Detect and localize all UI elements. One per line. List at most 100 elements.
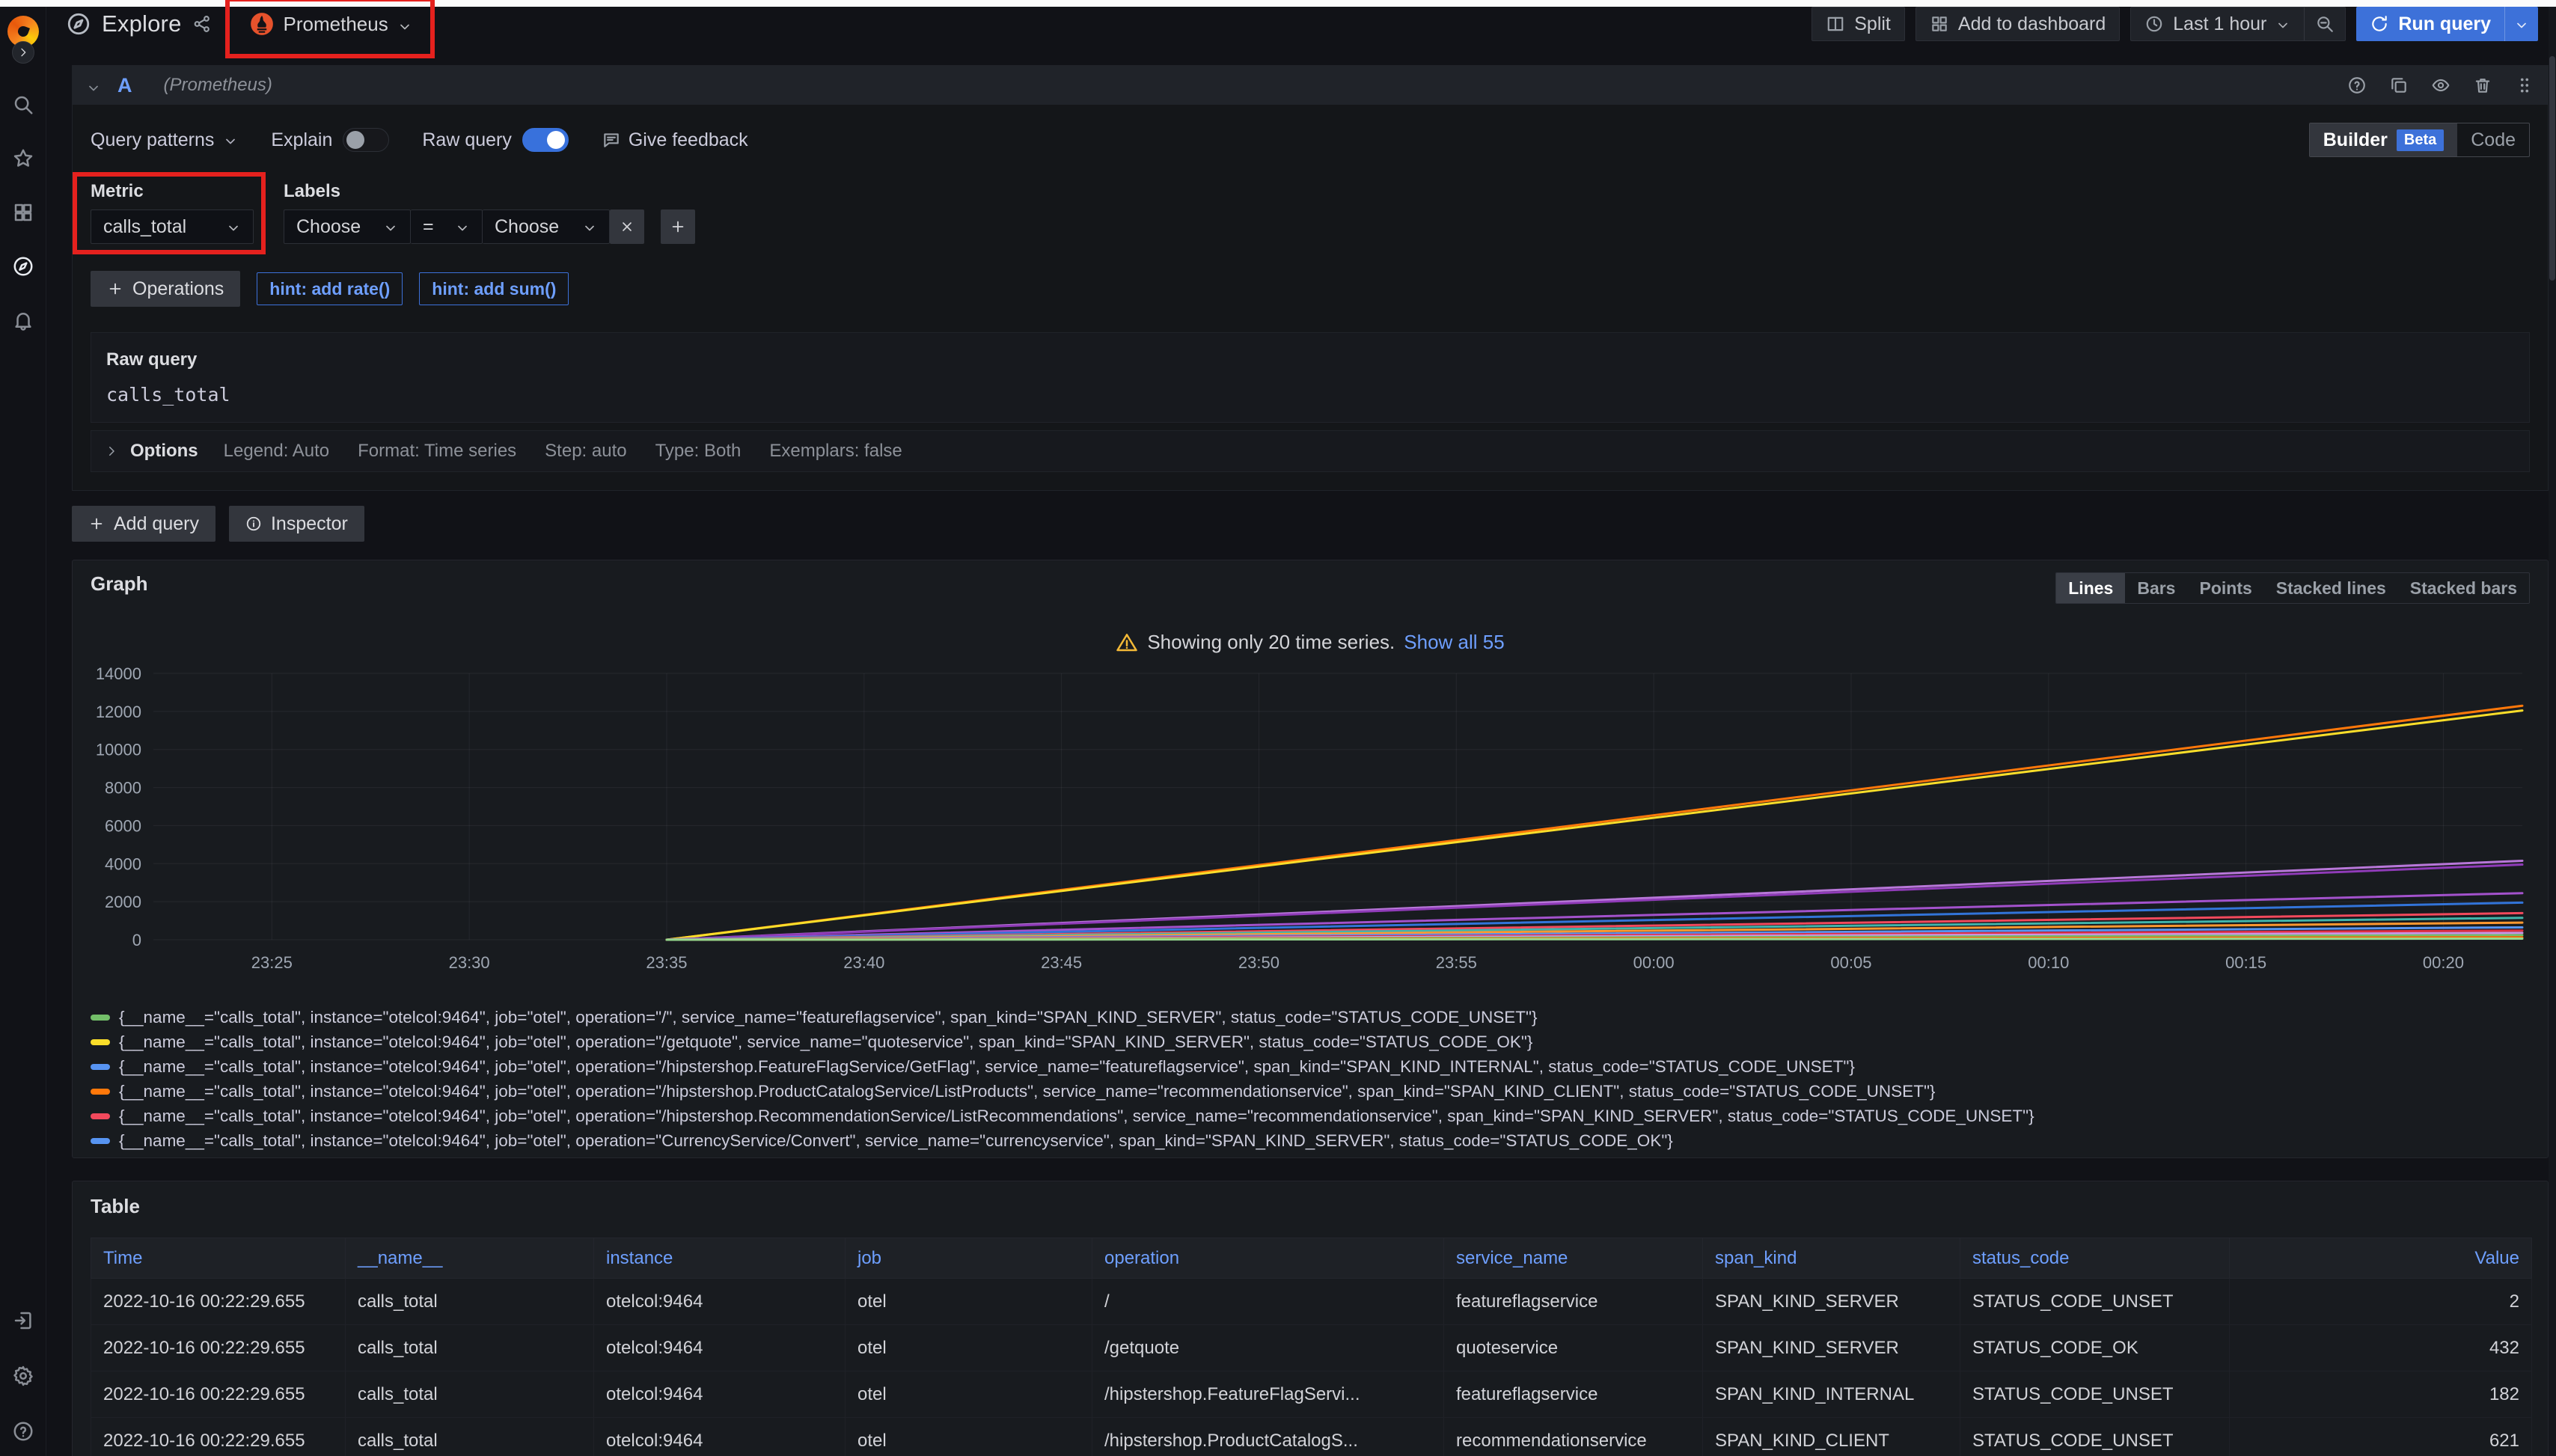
collapse-chevron-icon[interactable] [86,78,101,93]
add-to-dashboard-label: Add to dashboard [1957,13,2106,34]
show-all-series-link[interactable]: Show all 55 [1404,631,1505,653]
delete-query-trash-icon[interactable] [2473,76,2492,95]
scrollbar-thumb[interactable] [2549,56,2555,281]
add-query-button[interactable]: Add query [72,506,215,542]
builder-label: Builder [2323,129,2388,150]
query-help-icon[interactable] [2347,76,2367,95]
give-feedback-label: Give feedback [628,129,748,150]
label-value-select[interactable]: Choose [483,209,610,244]
table-cell: 2 [2229,1278,2532,1325]
star-icon[interactable] [12,147,34,170]
builder-mode-tab[interactable]: Builder Beta [2309,123,2458,156]
legend-label[interactable]: {__name__="calls_total", instance="otelc… [119,1081,1936,1101]
query-patterns-dropdown[interactable]: Query patterns [91,129,238,151]
hint-add-rate-button[interactable]: hint: add rate() [257,272,403,305]
options-toggle[interactable]: Options [105,441,198,462]
label-operator-select[interactable]: = [411,209,483,244]
graph-mode-stacked-lines[interactable]: Stacked lines [2275,578,2386,598]
run-query-dropdown[interactable] [2504,7,2538,41]
table-cell: STATUS_CODE_UNSET [1960,1417,2230,1456]
bell-icon[interactable] [12,309,34,331]
datasource-picker[interactable]: Prometheus [224,0,435,58]
graph-mode-bars[interactable]: Bars [2137,578,2176,598]
query-ref-id[interactable]: A [117,73,132,97]
legend-label[interactable]: {__name__="calls_total", instance="otelc… [119,1156,1538,1158]
split-button[interactable]: Split [1811,7,1905,41]
explain-label: Explain [271,129,333,150]
options-summary-item: Step: auto [545,441,627,461]
table-cell: otelcol:9464 [593,1371,846,1418]
legend-swatch[interactable] [91,1014,110,1021]
share-icon[interactable] [192,14,212,34]
run-query-button[interactable]: Run query [2356,7,2538,41]
help-icon[interactable] [12,1420,34,1443]
column-header-status-code[interactable]: status_code [1960,1238,2230,1279]
zoom-out-button[interactable] [2305,7,2346,41]
column-header-time[interactable]: Time [91,1238,346,1279]
warning-text: Showing only 20 time series. [1147,631,1395,653]
legend-label[interactable]: {__name__="calls_total", instance="otelc… [119,1131,1673,1150]
table-cell: 432 [2229,1324,2532,1371]
table-cell: 2022-10-16 00:22:29.655 [91,1278,346,1325]
query-row-header: A (Prometheus) [73,66,2548,105]
table-row: 2022-10-16 00:22:29.655 calls_total otelco… [91,1324,2532,1371]
column-header-operation[interactable]: operation [1092,1238,1444,1279]
warning-triangle-icon [1116,631,1138,654]
hint-add-sum-button[interactable]: hint: add sum() [419,272,569,305]
code-mode-tab[interactable]: Code [2457,123,2529,156]
legend-swatch[interactable] [91,1137,110,1144]
explain-toggle[interactable] [343,128,390,152]
legend-swatch[interactable] [91,1039,110,1045]
time-range-picker[interactable]: Last 1 hour [2130,7,2305,41]
svg-text:4000: 4000 [105,854,141,873]
split-label: Split [1854,13,1891,34]
graph-panel: Graph Lines Bars Points Stacked lines Stacke… [72,560,2549,1158]
explore-compass-icon[interactable] [12,255,34,278]
sidebar-expand-button[interactable] [12,41,34,64]
dashboards-icon[interactable] [12,201,34,224]
inspector-button[interactable]: Inspector [228,506,364,542]
legend-row: {__name__="calls_total", instance="otelc… [91,1005,2530,1030]
legend-label[interactable]: {__name__="calls_total", instance="otelc… [119,1007,1538,1027]
graph-mode-stacked-bars[interactable]: Stacked bars [2409,578,2517,598]
svg-text:8000: 8000 [105,779,141,798]
add-label-filter-button[interactable] [661,209,695,244]
column-header--name-[interactable]: __name__ [345,1238,594,1279]
svg-text:23:30: 23:30 [449,953,490,972]
raw-query-label: Raw query [422,129,512,150]
table-row: 2022-10-16 00:22:29.655 calls_total otelco… [91,1371,2532,1418]
clock-icon [2144,14,2164,34]
table-cell: SPAN_KIND_INTERNAL [1702,1371,1960,1418]
remove-label-filter-button[interactable] [610,209,644,244]
give-feedback-link[interactable]: Give feedback [602,129,748,151]
legend-swatch[interactable] [91,1113,110,1119]
table-cell: calls_total [345,1371,594,1418]
legend-label[interactable]: {__name__="calls_total", instance="otelc… [119,1056,1855,1076]
gear-icon[interactable] [12,1365,34,1387]
results-table: Time __name__ instance job operation service_… [91,1238,2532,1456]
add-to-dashboard-button[interactable]: Add to dashboard [1915,7,2121,41]
legend-swatch[interactable] [91,1063,110,1070]
legend-label[interactable]: {__name__="calls_total", instance="otelc… [119,1032,1533,1051]
duplicate-query-icon[interactable] [2389,76,2409,95]
graph-mode-lines[interactable]: Lines [2056,573,2126,603]
legend-label[interactable]: {__name__="calls_total", instance="otelc… [119,1106,2034,1125]
drag-handle-icon[interactable] [2515,76,2534,95]
column-header-job[interactable]: job [845,1238,1092,1279]
column-header-value[interactable]: Value [2229,1238,2532,1279]
raw-query-toggle[interactable] [522,128,569,152]
graph-mode-points[interactable]: Points [2199,578,2252,598]
label-name-select[interactable]: Choose [284,209,411,244]
hide-query-eye-icon[interactable] [2431,76,2450,95]
add-operations-button[interactable]: Operations [91,271,241,307]
column-header-service-name[interactable]: service_name [1443,1238,1703,1279]
column-header-instance[interactable]: instance [593,1238,846,1279]
options-summary-item: Legend: Auto [223,441,330,461]
metric-select[interactable]: calls_total [91,209,254,244]
sign-in-icon[interactable] [12,1309,34,1332]
column-header-span-kind[interactable]: span_kind [1702,1238,1960,1279]
beta-badge: Beta [2396,129,2445,151]
search-icon[interactable] [12,94,34,116]
table-cell: otel [845,1278,1092,1325]
legend-swatch[interactable] [91,1088,110,1095]
